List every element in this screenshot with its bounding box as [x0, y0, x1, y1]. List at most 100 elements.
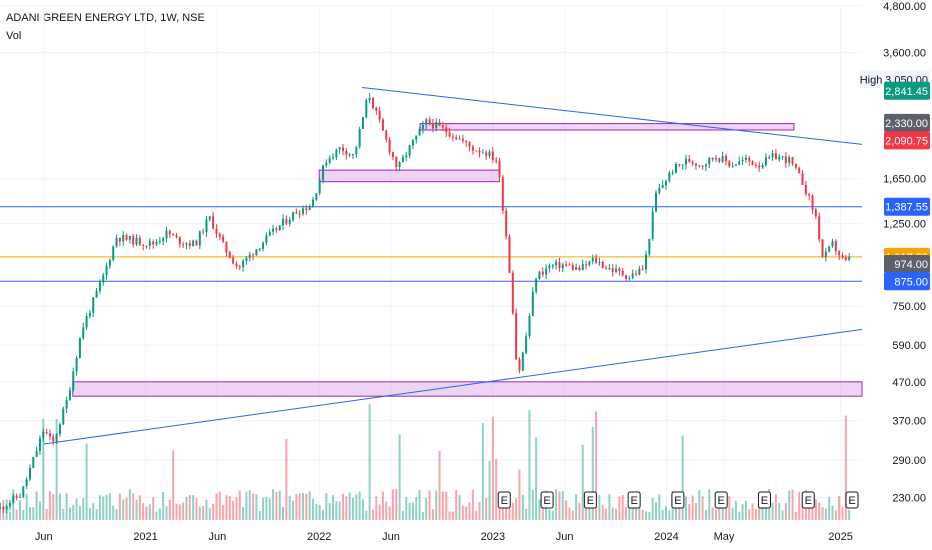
volume-bar — [438, 450, 441, 520]
volume-bar — [684, 496, 687, 520]
volume-bar — [721, 498, 724, 520]
candle-body — [471, 146, 474, 151]
volume-bar — [818, 502, 821, 520]
volume-bar — [508, 499, 511, 520]
volume-bar — [588, 508, 591, 520]
volume-bar — [531, 489, 534, 520]
candle-body — [378, 110, 381, 120]
volume-bar — [128, 489, 131, 520]
candle-body — [68, 390, 71, 400]
candle-body — [828, 246, 831, 252]
candle-body — [235, 263, 238, 267]
candle-body — [42, 431, 45, 439]
volume-bar — [388, 506, 391, 520]
candle-body — [45, 431, 48, 434]
chart-title: ADANI GREEN ENERGY LTD, 1W, NSE — [6, 12, 205, 24]
volume-bar — [122, 499, 125, 520]
volume-bar — [152, 497, 155, 520]
volume-bar — [751, 503, 754, 520]
candle-body — [78, 337, 81, 358]
candle-body — [704, 164, 707, 167]
candle-body — [618, 268, 621, 271]
candle-body — [688, 158, 691, 163]
candle-body — [102, 274, 105, 283]
volume-bar — [535, 437, 538, 520]
y-tick-label: 370.00 — [892, 416, 926, 428]
candle-body — [421, 124, 424, 130]
candle-body — [475, 150, 478, 152]
candle-body — [95, 291, 98, 298]
candle-body — [565, 264, 568, 266]
volume-bar — [748, 509, 751, 520]
earnings-marker-box — [497, 491, 511, 509]
candle-body — [72, 371, 75, 391]
earnings-marker-label: E — [501, 495, 508, 507]
candle-body — [758, 165, 761, 168]
volume-bar — [485, 498, 488, 520]
volume-bar — [555, 489, 558, 520]
candle-body — [635, 273, 638, 275]
candle-body — [681, 164, 684, 166]
volume-bar — [498, 508, 501, 520]
volume-bar — [202, 505, 205, 520]
candle-body — [341, 147, 344, 151]
candle-body — [128, 235, 131, 240]
y-tick-label: 470.00 — [892, 377, 926, 389]
candle-body — [245, 257, 248, 261]
earnings-marker: E — [497, 491, 511, 509]
candle-body — [535, 278, 538, 292]
candle-body — [585, 264, 588, 266]
candle-body — [2, 507, 5, 510]
volume-bar — [255, 494, 258, 520]
volume-bar — [385, 501, 388, 520]
candle-body — [322, 165, 325, 181]
volume-bar — [258, 511, 261, 520]
candle-body — [178, 236, 181, 245]
candle-body — [684, 158, 687, 165]
volume-bar — [794, 511, 797, 520]
volume-bar — [268, 498, 271, 520]
candle-body — [58, 424, 61, 435]
volume-bar — [471, 489, 474, 520]
candle-body — [282, 218, 285, 226]
candle-body — [98, 282, 101, 292]
trend-line — [361, 87, 863, 145]
y-tick-label: 1,650.00 — [883, 174, 926, 186]
candle-body — [651, 211, 654, 239]
candle-body — [202, 231, 205, 233]
earnings-marker-box — [627, 491, 641, 509]
volume-bar — [155, 511, 158, 520]
volume-bar — [345, 496, 348, 520]
candle-body — [668, 172, 671, 182]
candle-body — [205, 219, 208, 233]
candle-body — [771, 153, 774, 158]
volume-bar — [65, 493, 68, 520]
volume-bar — [428, 490, 431, 520]
candle-body — [641, 268, 644, 270]
volume-bar — [734, 500, 737, 520]
candle-body — [108, 260, 111, 266]
volume-bar — [641, 509, 644, 520]
volume-bar — [381, 491, 384, 520]
candle-body — [368, 97, 371, 101]
volume-bar — [688, 504, 691, 520]
candle-body — [5, 506, 8, 510]
volume-bar — [145, 506, 148, 520]
candle-body — [558, 261, 561, 269]
volume-bar — [561, 491, 564, 520]
volume-bar — [295, 494, 298, 520]
volume-bar — [355, 494, 358, 520]
candle-body — [488, 151, 491, 156]
candle-body — [315, 193, 318, 200]
candle-body — [285, 218, 288, 224]
candle-body — [388, 139, 391, 153]
volume-bar — [75, 498, 78, 520]
volume-bar — [182, 502, 185, 520]
earnings-marker: E — [671, 491, 685, 509]
volume-bar — [378, 504, 381, 520]
high-title-box — [860, 70, 882, 89]
volume-bar — [282, 506, 285, 520]
candle-body — [671, 172, 674, 174]
